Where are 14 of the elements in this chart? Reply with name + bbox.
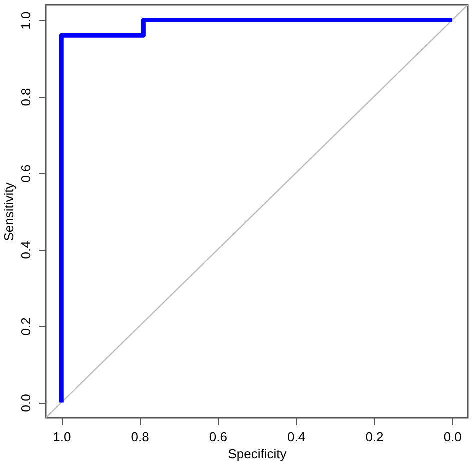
x-tick-label: 0.6	[209, 430, 228, 444]
x-tick-label: 1.0	[53, 430, 72, 444]
y-tick-label: 0.6	[18, 164, 34, 183]
x-tick-label: 0.0	[444, 430, 462, 444]
x-tick-label: 0.2	[366, 430, 384, 444]
y-tick-label: 0.4	[18, 241, 34, 260]
x-axis-title: Specificity	[228, 446, 288, 462]
y-tick-label: 0.0	[18, 394, 34, 412]
y-tick-label: 1.0	[18, 12, 34, 30]
x-tick-label: 0.8	[131, 430, 150, 444]
y-tick-label: 0.2	[18, 318, 34, 336]
y-axis-title: Sensitivity	[2, 182, 16, 242]
x-tick-label: 0.4	[288, 430, 306, 444]
y-tick-label: 0.8	[18, 88, 34, 106]
